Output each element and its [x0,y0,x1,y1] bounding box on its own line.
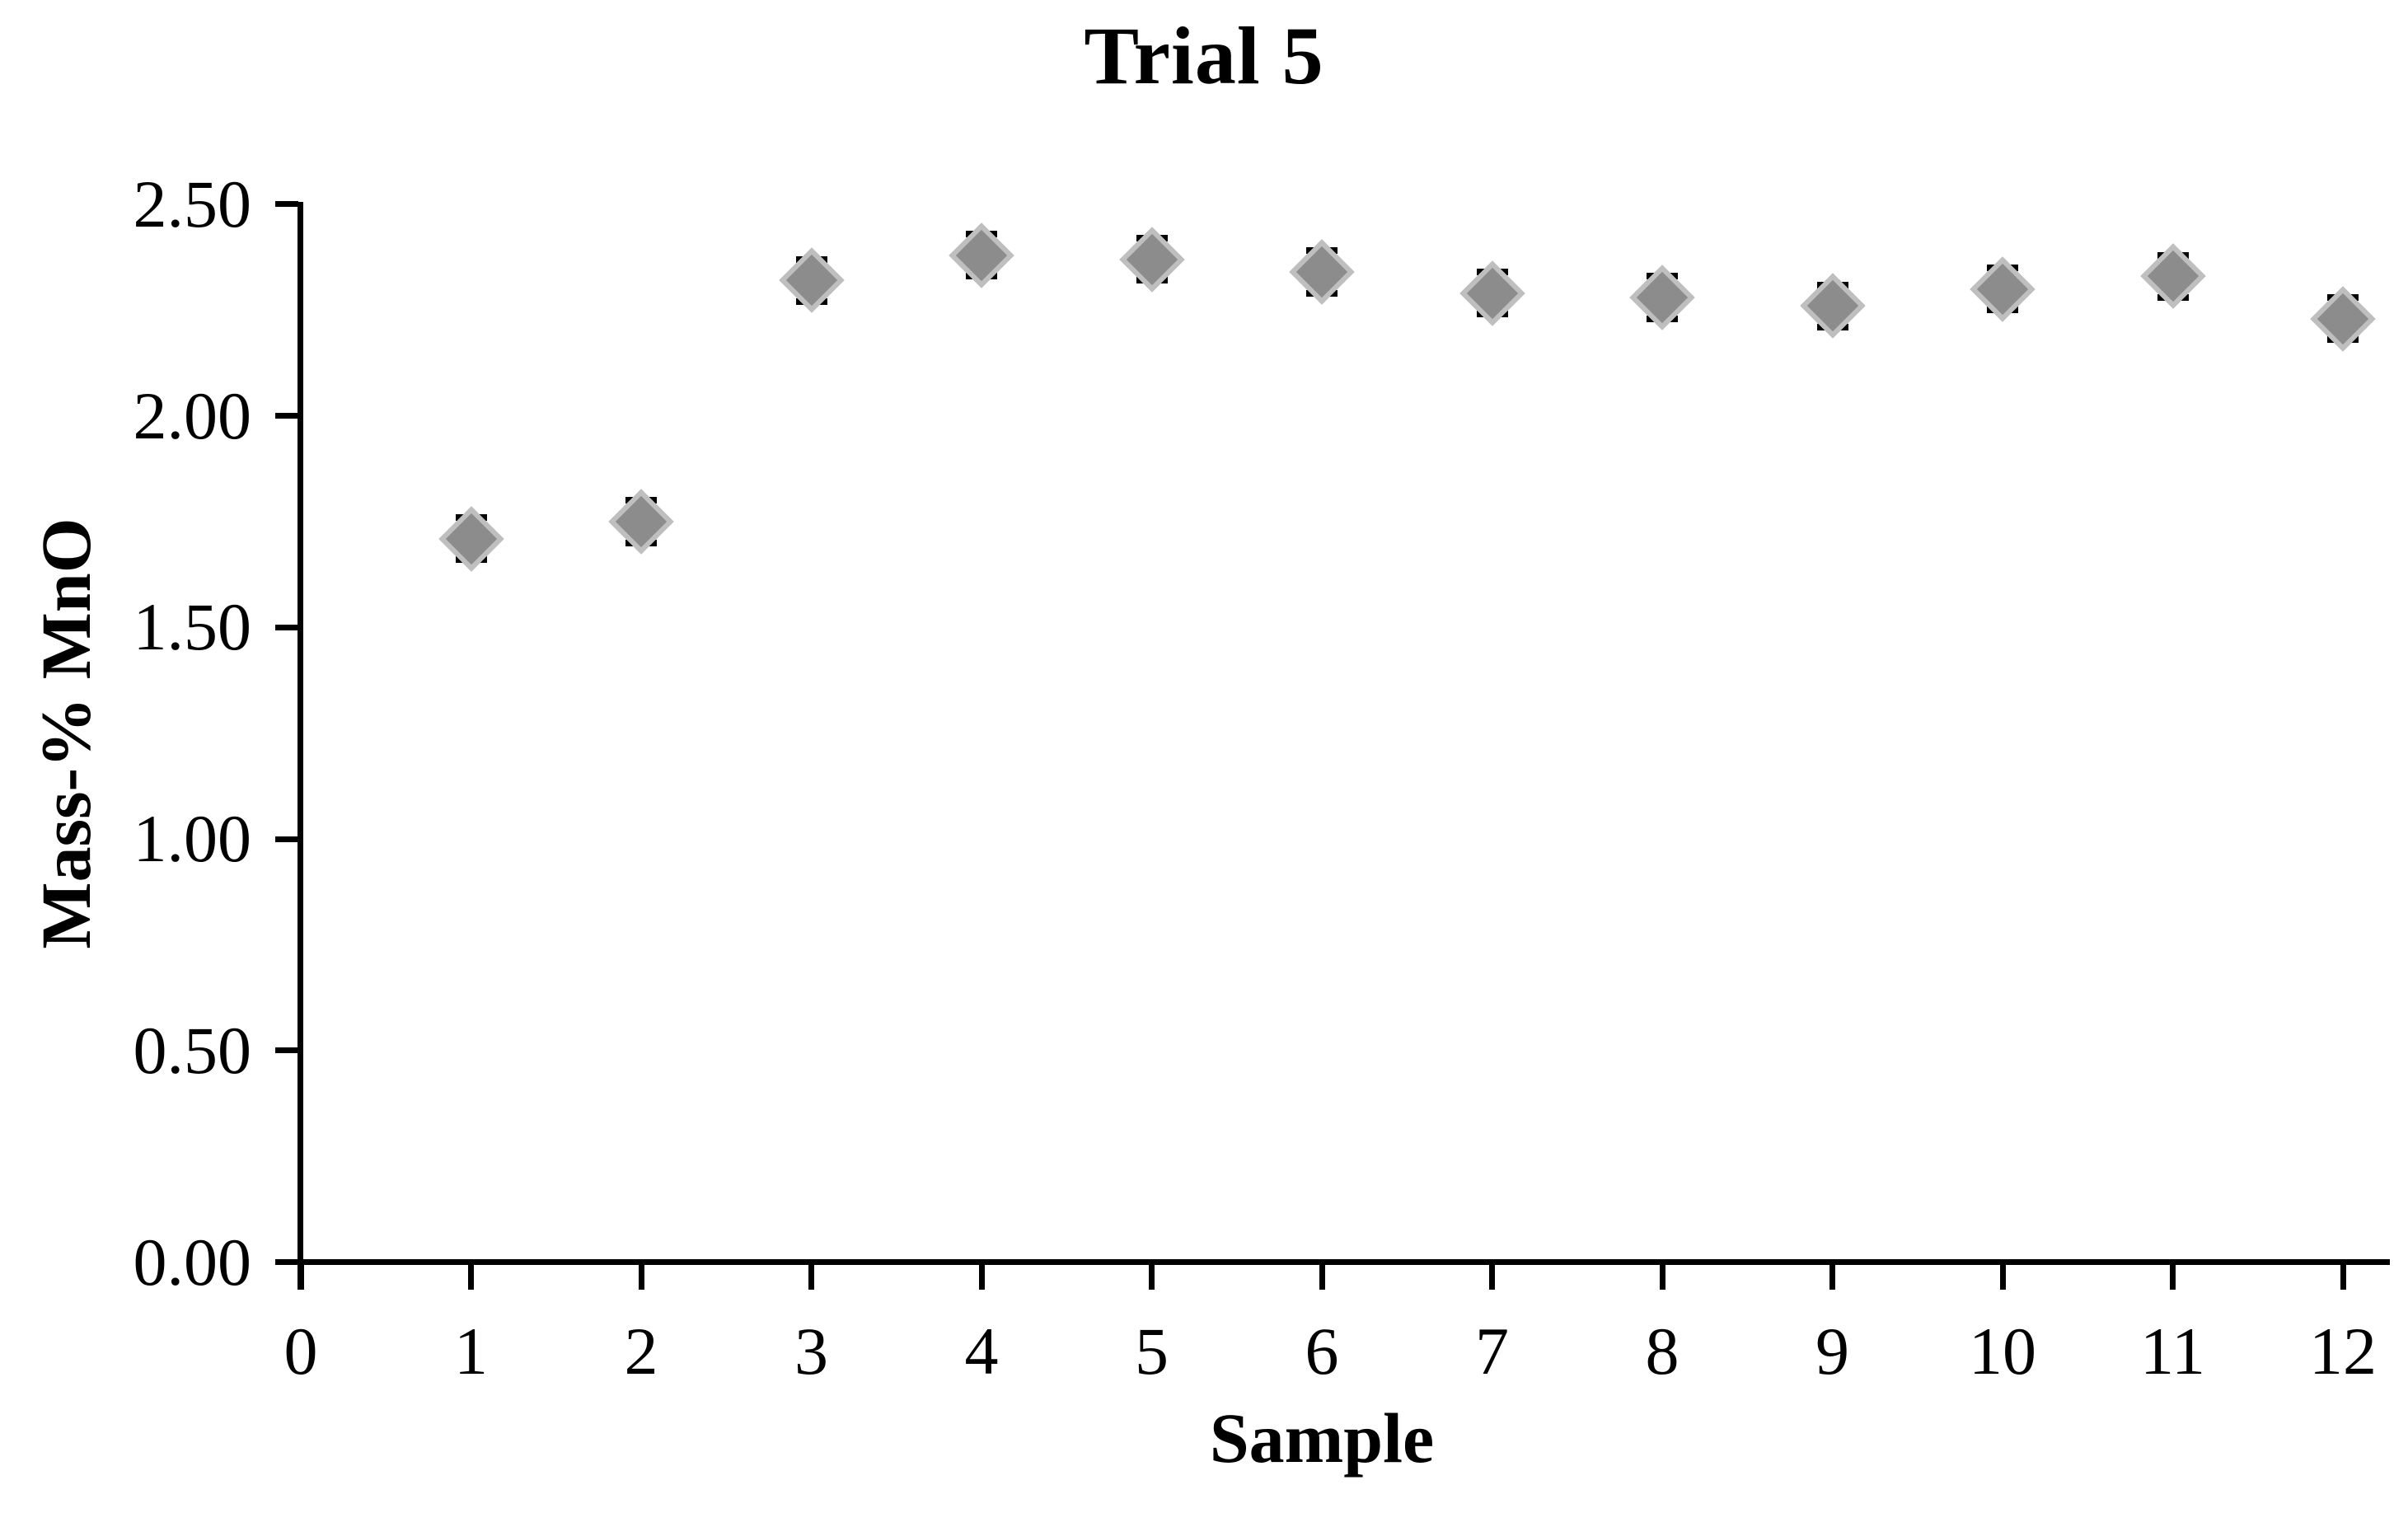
data-point-diamond [1629,265,1695,330]
x-tick [2170,1265,2176,1290]
y-tick [275,836,298,842]
data-point-diamond [438,506,504,572]
x-tick-label: 1 [454,1314,488,1389]
y-tick-label: 0.50 [133,1012,252,1088]
y-tick [275,413,298,419]
x-tick-label: 12 [2309,1314,2377,1389]
x-tick-label: 4 [964,1314,999,1389]
y-tick [275,1047,298,1054]
x-tick-label: 8 [1645,1314,1680,1389]
y-tick-label: 0.00 [133,1224,252,1300]
data-point-diamond [2139,243,2206,309]
y-axis-line [297,202,303,1290]
data-point-diamond [608,489,674,555]
x-tick-label: 6 [1305,1314,1339,1389]
x-tick-label: 9 [1815,1314,1849,1389]
x-tick [1829,1265,1835,1290]
x-tick-label: 11 [2140,1314,2205,1389]
data-point-diamond [1799,273,1866,339]
x-tick [638,1265,644,1290]
x-tick-label: 2 [624,1314,658,1389]
x-tick-label: 7 [1475,1314,1509,1389]
chart-title: Trial 5 [1084,10,1324,101]
y-tick [275,201,298,208]
data-point-diamond [1289,239,1355,305]
x-tick-label: 3 [794,1314,828,1389]
x-tick-label: 5 [1135,1314,1169,1389]
x-tick [1489,1265,1495,1290]
y-tick [275,1259,298,1266]
data-point-diamond [778,247,845,313]
x-tick [1999,1265,2006,1290]
x-axis-title: Sample [1209,1398,1435,1478]
data-point-diamond [949,222,1014,288]
data-point-diamond [1118,227,1185,293]
x-tick [297,1265,304,1290]
x-tick [468,1265,474,1290]
y-tick-label: 1.50 [133,589,252,665]
x-tick [808,1265,814,1290]
x-axis-line [283,1259,2390,1265]
x-tick [1319,1265,1325,1290]
x-tick [1659,1265,1665,1290]
x-tick-label: 0 [283,1314,318,1389]
data-point-diamond [1970,256,2036,322]
x-tick [1149,1265,1155,1290]
x-tick [978,1265,985,1290]
data-point-diamond [2310,285,2376,352]
data-point-diamond [1459,260,1525,326]
y-tick [275,624,298,630]
y-tick-label: 1.00 [133,801,252,877]
x-tick-label: 10 [1969,1314,2036,1389]
x-tick [2340,1265,2346,1290]
y-tick-label: 2.50 [133,166,252,241]
y-tick-label: 2.00 [133,377,252,453]
